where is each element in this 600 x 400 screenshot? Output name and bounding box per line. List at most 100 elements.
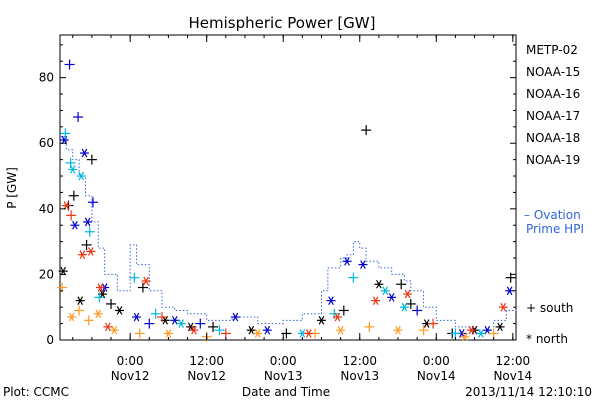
data-point-metp-02-south	[208, 321, 219, 332]
data-point-noaa-18-south	[418, 325, 429, 336]
x-tick-time: 12:00	[342, 354, 377, 368]
data-point-metp-02-south	[137, 282, 148, 293]
data-point-noaa-19-north	[371, 296, 381, 305]
x-tick-date: Nov13	[340, 369, 379, 383]
data-point-noaa-19-north	[332, 312, 342, 322]
data-point-noaa-19-south	[157, 312, 168, 323]
data-point-noaa-15-south	[195, 318, 206, 329]
y-axis: 0 20 40 60 80	[39, 44, 516, 347]
data-point-noaa-19-north	[141, 276, 151, 286]
data-point-noaa-15-north	[482, 325, 492, 335]
data-point-noaa-19-north	[86, 247, 96, 256]
data-point-metp-02-north	[186, 322, 196, 332]
data-point-noaa-15-north	[387, 293, 397, 302]
data-point-metp-02-south	[405, 298, 416, 309]
data-point-noaa-19-north	[95, 283, 105, 292]
data-point-metp-02-north	[246, 325, 256, 335]
ovation-hpi-path	[60, 136, 517, 331]
x-tick-date: Nov12	[187, 369, 226, 383]
plot-credit: Plot: CCMC	[3, 385, 69, 399]
data-point-metp-02-north	[115, 306, 125, 315]
data-point-metp-02-south	[396, 279, 407, 290]
data-point-noaa-15-north	[342, 256, 352, 266]
data-point-metp-02-south	[106, 298, 117, 309]
data-point-noaa-15-north	[326, 296, 336, 305]
legend-item-noaa-18: NOAA-18	[526, 131, 580, 145]
x-tick-time: 0:00	[423, 354, 450, 368]
y-tick-label: 60	[39, 136, 54, 150]
data-point-noaa-15-south	[64, 59, 75, 70]
x-tick-time: 0:00	[270, 354, 297, 368]
data-point-noaa-15-north	[79, 148, 89, 158]
x-tick-date: Nov13	[264, 369, 303, 383]
data-point-noaa-16-north	[76, 171, 86, 181]
y-tick-label: 40	[39, 202, 54, 216]
data-point-noaa-18-south	[134, 328, 145, 339]
y-axis-label: P [GW]	[5, 167, 19, 209]
data-point-noaa-16-north	[68, 165, 78, 174]
data-point-metp-02-north	[495, 322, 505, 332]
data-point-noaa-19-north	[403, 289, 413, 299]
plot-timestamp: 2013/11/14 12:10:10	[465, 385, 592, 399]
data-point-noaa-16-north	[476, 329, 486, 338]
data-points	[57, 59, 516, 342]
data-point-noaa-19-north	[103, 322, 113, 332]
data-point-noaa-15-south	[412, 305, 423, 316]
data-point-noaa-16-south	[348, 272, 359, 283]
data-point-noaa-18-north	[460, 332, 470, 342]
data-point-noaa-18-north	[67, 312, 77, 322]
data-point-noaa-18-north	[163, 329, 173, 338]
data-point-noaa-18-north	[393, 325, 403, 335]
data-point-noaa-19-south	[66, 210, 77, 221]
plot-frame	[59, 34, 517, 341]
chart-title: Hemispheric Power [GW]	[189, 14, 376, 32]
data-point-noaa-15-north	[262, 325, 272, 335]
legend-item-noaa-15: NOAA-15	[526, 65, 580, 79]
data-point-noaa-18-north	[93, 309, 103, 319]
x-tick-time: 12:00	[189, 354, 224, 368]
y-tick-label: 80	[39, 71, 54, 85]
data-point-noaa-15-north	[83, 217, 93, 227]
data-point-noaa-19-north	[498, 302, 508, 312]
y-tick-label: 20	[39, 267, 54, 281]
data-point-noaa-15-north	[505, 286, 515, 296]
legend-item-noaa-16: NOAA-16	[526, 87, 580, 101]
data-point-noaa-19-south	[220, 328, 231, 339]
y-tick-label: 0	[46, 333, 54, 347]
legend-ovation-line2: Prime HPI	[526, 222, 584, 236]
data-point-noaa-18-south	[74, 305, 85, 316]
data-point-noaa-16-north	[176, 319, 186, 328]
data-point-noaa-18-south	[488, 328, 499, 339]
x-tick-time: 12:00	[496, 354, 531, 368]
data-point-noaa-15-north	[358, 260, 368, 269]
legend-south: + south	[526, 301, 573, 315]
legend-north: * north	[526, 332, 568, 346]
data-point-noaa-16-south	[94, 292, 105, 303]
x-tick-date: Nov14	[493, 369, 532, 383]
x-tick-date: Nov14	[417, 369, 456, 383]
data-point-noaa-18-north	[336, 325, 346, 335]
data-point-metp-02-north	[75, 296, 85, 305]
data-point-noaa-19-north	[61, 201, 71, 210]
data-point-noaa-16-south	[214, 325, 225, 336]
data-point-metp-02-south	[68, 190, 79, 201]
legend-ovation-line1: – Ovation	[524, 208, 581, 222]
data-point-noaa-16-south	[60, 128, 71, 139]
data-point-noaa-18-south	[364, 321, 375, 332]
legend: METP-02 NOAA-15 NOAA-16 NOAA-17 NOAA-18 NOAA-…	[524, 43, 584, 346]
data-point-noaa-16-north	[380, 286, 390, 296]
data-point-metp-02-south	[338, 305, 349, 316]
data-point-metp-02-south	[86, 154, 97, 165]
data-point-noaa-15-south	[144, 318, 155, 329]
data-point-noaa-16-south	[84, 226, 95, 237]
data-point-metp-02-south	[361, 125, 372, 136]
legend-item-noaa-17: NOAA-17	[526, 109, 580, 123]
data-point-noaa-19-south	[428, 318, 439, 329]
data-point-noaa-19-north	[189, 325, 199, 335]
data-point-noaa-15-north	[170, 316, 180, 325]
x-tick-time: 0:00	[117, 354, 144, 368]
data-point-noaa-16-south	[450, 328, 461, 339]
data-point-noaa-15-south	[73, 111, 84, 122]
data-point-noaa-19-north	[466, 325, 476, 335]
